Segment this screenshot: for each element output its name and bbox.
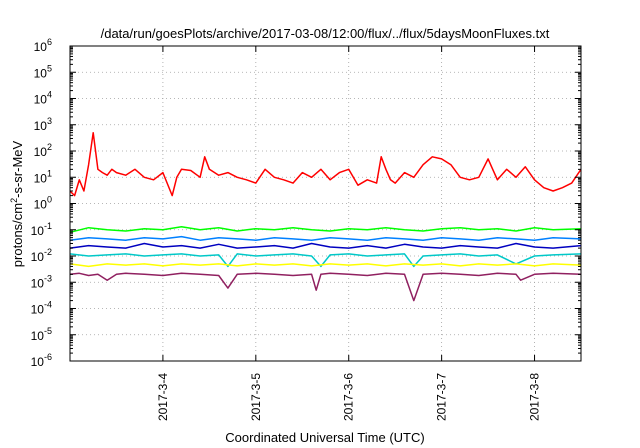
y-tick-label: 10-4 xyxy=(31,300,52,317)
series-line-6 xyxy=(69,263,582,268)
y-tick-base: 10 xyxy=(34,66,48,80)
y-tick-label: 104 xyxy=(34,90,52,107)
y-tick-label: 106 xyxy=(34,37,52,54)
y-tick-exp: -5 xyxy=(44,326,52,336)
y-tick-exp: -4 xyxy=(44,300,52,310)
series-line-5 xyxy=(69,253,582,268)
y-tick-label: 10-2 xyxy=(31,247,52,264)
y-axis-label: protons/cm2-s-sr-MeV xyxy=(9,140,25,267)
series-layer xyxy=(69,131,582,302)
grid xyxy=(70,46,581,361)
y-tick-exp: -1 xyxy=(44,221,52,231)
y-tick-exp: 2 xyxy=(47,142,52,152)
y-tick-base: 10 xyxy=(34,40,48,54)
y-tick-label: 102 xyxy=(34,142,52,159)
y-label-post: -s-sr-MeV xyxy=(10,140,25,197)
y-tick-exp: 4 xyxy=(47,90,52,100)
x-tick-label: 2017-3-7 xyxy=(435,373,449,421)
y-tick-base: 10 xyxy=(34,198,48,212)
y-tick-label: 100 xyxy=(34,195,52,212)
y-tick-base: 10 xyxy=(31,355,45,369)
y-tick-exp: 1 xyxy=(47,168,52,178)
y-tick-exp: 6 xyxy=(47,37,52,47)
series-line-7 xyxy=(69,272,582,302)
x-tick-label: 2017-3-5 xyxy=(249,373,263,421)
series-line-3 xyxy=(69,235,582,241)
y-tick-base: 10 xyxy=(34,171,48,185)
y-tick-label: 103 xyxy=(34,116,52,133)
y-tick-exp: -2 xyxy=(44,247,52,257)
x-axis: 2017-3-4 2017-3-5 2017-3-6 2017-3-7 2017-3-8 xyxy=(156,46,542,421)
y-tick-label: 105 xyxy=(34,63,52,80)
y-tick-exp: -3 xyxy=(44,273,52,283)
x-tick-label: 2017-3-8 xyxy=(528,373,542,421)
y-tick-label: 10-1 xyxy=(31,221,52,238)
y-tick-base: 10 xyxy=(34,119,48,133)
y-tick-base: 10 xyxy=(31,250,45,264)
y-tick-base: 10 xyxy=(31,303,45,317)
y-tick-base: 10 xyxy=(31,224,45,238)
y-tick-label: 10-3 xyxy=(31,273,52,290)
y-tick-exp: 0 xyxy=(47,195,52,205)
y-tick-base: 10 xyxy=(34,145,48,159)
y-tick-exp: -6 xyxy=(44,352,52,362)
y-tick-base: 10 xyxy=(31,276,45,290)
y-tick-exp: 3 xyxy=(47,116,52,126)
series-line-2 xyxy=(69,226,582,234)
y-label-sup: 2 xyxy=(9,198,19,203)
series-line-1 xyxy=(69,131,582,197)
y-label-pre: protons/cm xyxy=(10,203,25,267)
y-tick-label: 101 xyxy=(34,168,52,185)
series-line-4 xyxy=(69,242,582,249)
y-axis: 10-610-510-410-310-210-11001011021031041… xyxy=(31,37,581,369)
y-tick-label: 10-6 xyxy=(31,352,52,369)
chart-title: /data/run/goesPlots/archive/2017-03-08/1… xyxy=(101,26,550,41)
y-tick-base: 10 xyxy=(31,329,45,343)
y-tick-exp: 5 xyxy=(47,63,52,73)
x-tick-label: 2017-3-4 xyxy=(156,373,170,421)
y-tick-base: 10 xyxy=(34,93,48,107)
x-axis-label: Coordinated Universal Time (UTC) xyxy=(225,430,424,445)
x-tick-label: 2017-3-6 xyxy=(342,373,356,421)
y-tick-label: 10-5 xyxy=(31,326,52,343)
